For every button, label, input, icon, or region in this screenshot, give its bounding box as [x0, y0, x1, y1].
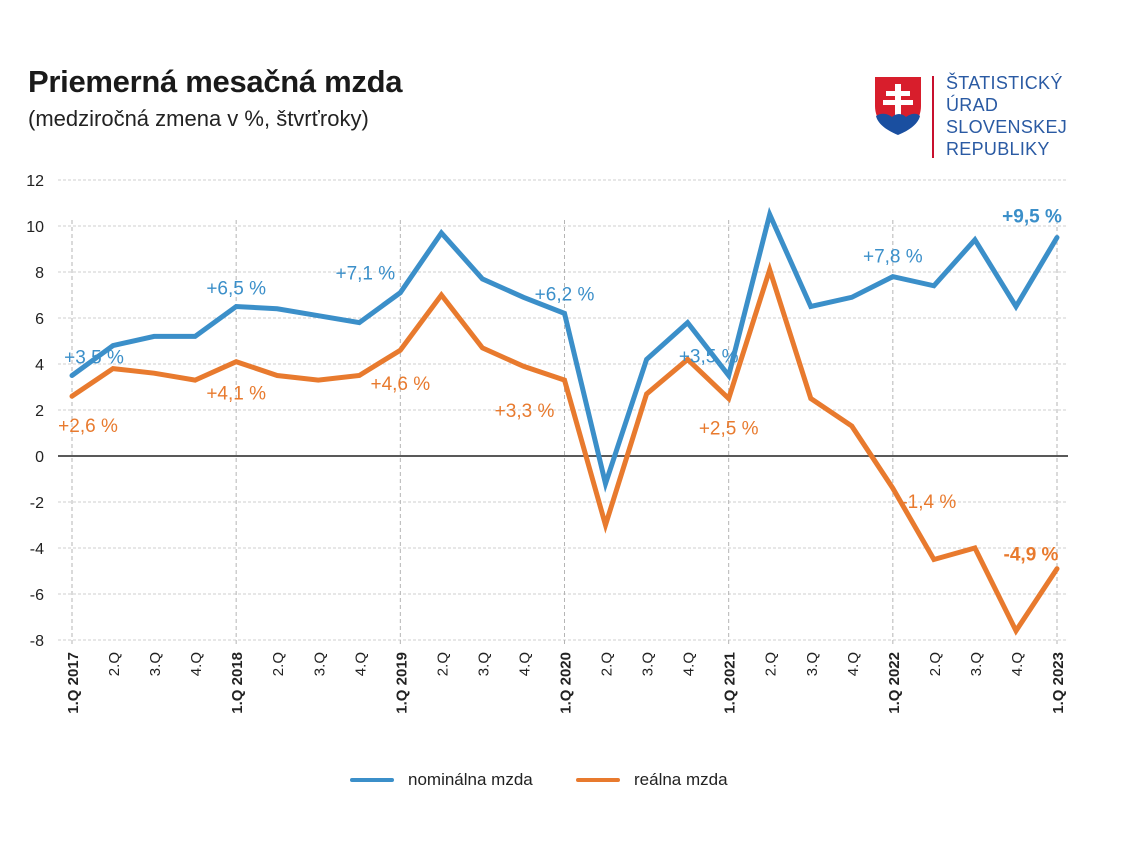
legend-item-nominal: nominálna mzda [350, 770, 533, 790]
x-tick-label: 3.Q [147, 652, 164, 676]
x-tick-label: 2.Q [599, 652, 616, 676]
x-tick-label: 2.Q [927, 652, 944, 676]
data-label: +4,6 % [370, 374, 430, 395]
x-tick-label: 3.Q [968, 652, 985, 676]
data-label: +4,1 % [206, 384, 266, 405]
x-tick-label: 4.Q [681, 652, 698, 676]
y-tick-label: 6 [35, 311, 44, 328]
logo-divider [932, 76, 934, 158]
y-tick-label: 0 [35, 449, 44, 466]
series-line-nominal [69, 206, 1060, 493]
legend-label-nominal: nominálna mzda [408, 770, 533, 789]
x-tick-label: 3.Q [475, 652, 492, 676]
y-tick-label: -2 [30, 495, 44, 512]
x-tick-label: 1.Q 2020 [558, 652, 575, 714]
data-label: -1,4 % [901, 492, 956, 513]
y-tick-label: 2 [35, 403, 44, 420]
data-label: +6,5 % [206, 279, 266, 300]
y-tick-label: 4 [35, 357, 44, 374]
x-tick-label: 1.Q 2019 [393, 652, 410, 714]
logo-line-3: SLOVENSKEJ [946, 117, 1068, 137]
logo-text: ŠTATISTICKÝ ÚRAD SLOVENSKEJ REPUBLIKY [946, 72, 1067, 160]
logo-line-4: REPUBLIKY [946, 139, 1050, 159]
x-tick-label: 3.Q [804, 652, 821, 676]
chart-title: Priemerná mesačná mzda [28, 64, 403, 99]
y-tick-label: -6 [30, 587, 44, 604]
x-tick-label: 2.Q [434, 652, 451, 676]
y-tick-label: 10 [26, 219, 44, 236]
data-label: +2,5 % [699, 419, 759, 440]
x-tick-label: 4.Q [1009, 652, 1026, 676]
x-tick-label: 3.Q [311, 652, 328, 676]
x-tick-label: 3.Q [640, 652, 657, 676]
x-tick-label: 1.Q 2017 [65, 652, 82, 714]
x-tick-label: 4.Q [188, 652, 205, 676]
chart-legend: nominálna mzda reálna mzda [0, 770, 1128, 794]
logo-line-2: ÚRAD [946, 95, 999, 115]
x-tick-label: 2.Q [763, 652, 780, 676]
legend-item-real: reálna mzda [576, 770, 728, 790]
logo-line-1: ŠTATISTICKÝ [946, 73, 1063, 93]
chart-subtitle: (medziročná zmena v %, štvrťroky) [28, 106, 369, 131]
data-label: -4,9 % [1004, 545, 1059, 566]
x-tick-label: 4.Q [845, 652, 862, 676]
x-tick-label: 2.Q [270, 652, 287, 676]
data-label: +2,6 % [58, 416, 118, 437]
data-label: +3,5 % [64, 348, 124, 369]
data-label: +3,3 % [495, 401, 555, 422]
y-tick-label: -8 [30, 633, 44, 650]
y-tick-label: -4 [30, 541, 44, 558]
legend-swatch-real [576, 778, 620, 782]
data-label: +6,2 % [535, 284, 595, 305]
y-tick-label: 8 [35, 265, 44, 282]
x-tick-label: 4.Q [516, 652, 533, 676]
data-label: +7,8 % [863, 247, 923, 268]
legend-label-real: reálna mzda [634, 770, 728, 789]
x-tick-label: 2.Q [106, 652, 123, 676]
x-tick-label: 1.Q 2021 [722, 652, 739, 714]
x-tick-label: 1.Q 2018 [229, 652, 246, 714]
data-label: +3,5 % [679, 347, 739, 368]
data-label: +7,1 % [335, 264, 395, 285]
data-label: +9,5 % [1002, 207, 1062, 228]
x-tick-label: 1.Q 2022 [886, 652, 903, 714]
slovak-coat-of-arms-icon [873, 75, 923, 137]
series-line-real [69, 261, 1060, 636]
y-tick-label: 12 [26, 173, 44, 190]
x-tick-label: 1.Q 2023 [1050, 652, 1067, 714]
x-tick-label: 4.Q [352, 652, 369, 676]
legend-swatch-nominal [350, 778, 394, 782]
